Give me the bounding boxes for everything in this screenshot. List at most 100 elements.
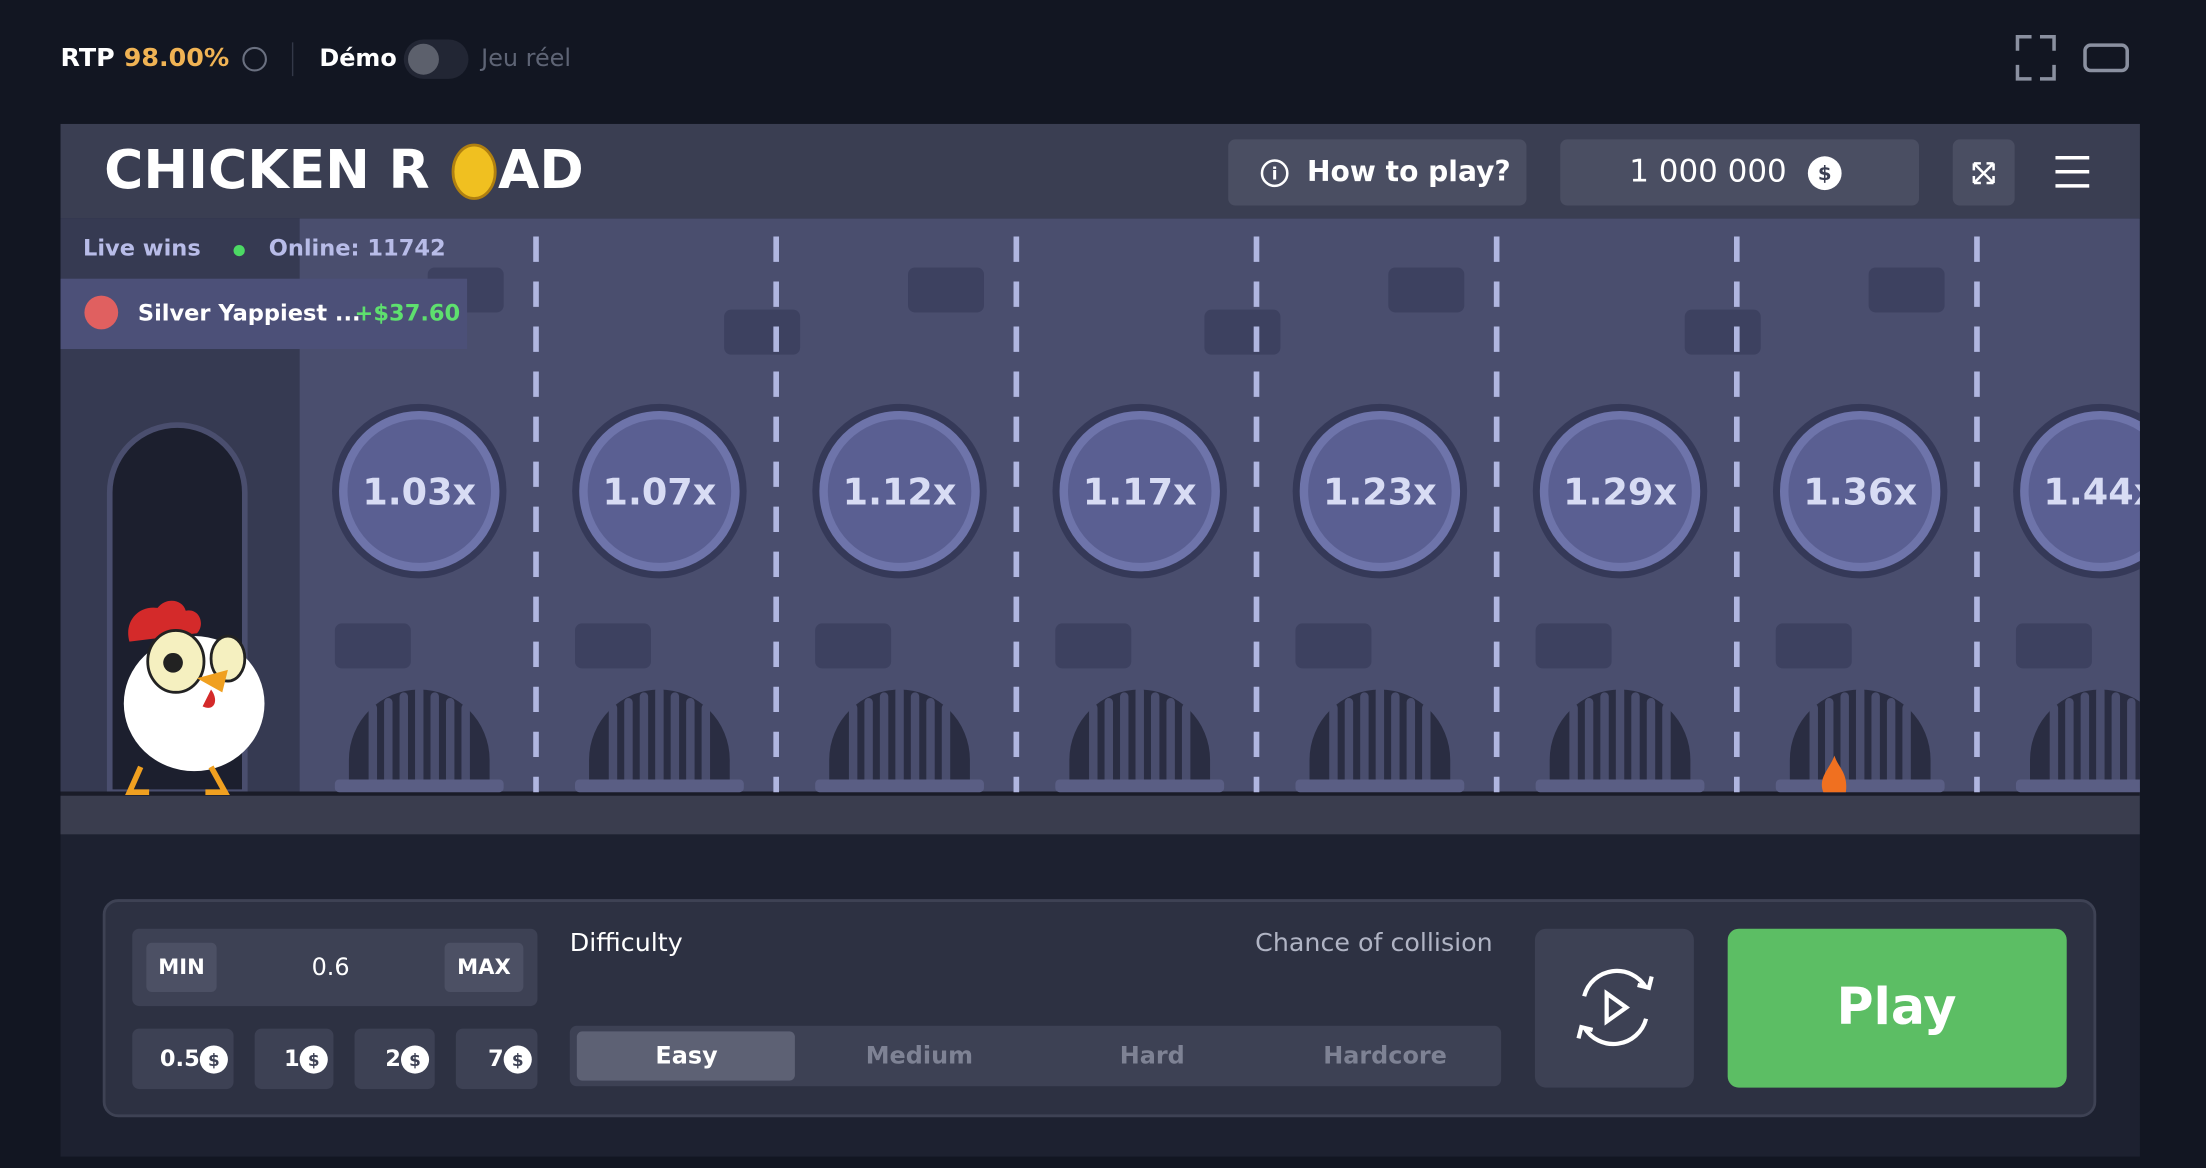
multiplier-coin[interactable] xyxy=(1539,410,1701,572)
chip-amount: 7 xyxy=(488,1046,504,1072)
live-label: Live wins xyxy=(83,236,201,262)
fullscreen-icon[interactable] xyxy=(2015,34,2056,81)
win-amount: +$37.60 xyxy=(355,300,461,326)
chip-currency-badge xyxy=(199,1045,228,1074)
win-row xyxy=(60,278,468,350)
rtp-value: 98.00% xyxy=(124,42,229,72)
grate-bar xyxy=(1809,703,1818,786)
avatar xyxy=(84,295,119,330)
grate-bar xyxy=(1840,692,1849,786)
menu-icon[interactable] xyxy=(2055,155,2090,188)
how-to-play: How to play? xyxy=(1307,155,1511,188)
toggle-knob xyxy=(407,43,439,75)
multiplier-coin[interactable] xyxy=(819,410,980,572)
chip-currency: $ xyxy=(409,1050,421,1070)
multiplier-coin[interactable] xyxy=(1059,410,1220,572)
brick xyxy=(1388,267,1465,313)
chicken xyxy=(123,600,265,796)
manhole-base xyxy=(574,779,744,793)
brick xyxy=(1204,309,1281,355)
help-icon[interactable] xyxy=(242,46,267,72)
grate-bar xyxy=(1646,697,1656,786)
chip-button[interactable] xyxy=(354,1028,435,1090)
difficulty-level: Hardcore xyxy=(1323,1042,1447,1070)
grate-bar xyxy=(1375,686,1385,786)
grate-bar xyxy=(608,703,618,786)
bet-input[interactable] xyxy=(132,928,538,1007)
chip-button[interactable] xyxy=(254,1028,334,1090)
chip-currency-badge xyxy=(299,1045,328,1074)
grate-bar xyxy=(879,692,889,786)
chip-button[interactable] xyxy=(132,1028,234,1090)
min-button[interactable] xyxy=(146,942,217,992)
grate-bar xyxy=(941,703,951,786)
grate-bar xyxy=(895,686,904,786)
road: 1.03x 1.07x 1.12x 1.17x 1.23x 1.29x 1.36x 1.44x xyxy=(60,218,2176,835)
grate-bar xyxy=(1406,697,1416,786)
grate-bar xyxy=(864,697,873,786)
play-label: Play xyxy=(1836,977,1956,1036)
grate-bar xyxy=(1391,692,1400,786)
play-button[interactable] xyxy=(1727,928,2067,1088)
brick xyxy=(2015,623,2092,669)
brick xyxy=(724,309,801,355)
brick xyxy=(1535,623,1612,669)
grate-bar xyxy=(1120,692,1129,786)
brick xyxy=(1684,309,1761,355)
autoplay-icon xyxy=(1576,968,1654,1047)
info-glyph: i xyxy=(1272,164,1278,184)
grate-bar xyxy=(415,686,424,786)
chip-currency-badge xyxy=(400,1045,430,1074)
grate-bar xyxy=(2065,697,2074,786)
brick xyxy=(1868,267,1945,313)
theater-icon[interactable] xyxy=(2083,43,2129,73)
multiplier-coin[interactable] xyxy=(1299,410,1461,572)
grate-bar xyxy=(384,697,393,786)
brick xyxy=(1295,623,1372,669)
chip-button[interactable] xyxy=(455,1028,538,1090)
grate-bar xyxy=(1135,686,1144,786)
multiplier-coin[interactable] xyxy=(579,410,740,572)
manhole-base xyxy=(1775,779,1945,793)
logo-egg xyxy=(451,143,497,200)
manhole-base xyxy=(1055,779,1225,793)
demo-label: Démo xyxy=(319,44,396,72)
grate-bar xyxy=(910,692,920,786)
grate-bar xyxy=(1344,697,1354,786)
online-count: Online: 11742 xyxy=(269,236,446,262)
chip-currency: $ xyxy=(308,1050,320,1070)
multiplier-coin[interactable] xyxy=(2020,410,2176,572)
grate-bar xyxy=(1855,686,1865,786)
difficulty-selector xyxy=(569,1025,1502,1087)
grate-bar xyxy=(1600,692,1609,786)
grate-bar xyxy=(2127,697,2136,786)
rtp-label: RTP xyxy=(60,42,114,72)
multiplier: 1.12x xyxy=(843,470,957,513)
manhole-base xyxy=(2015,779,2140,793)
multiplier: 1.03x xyxy=(362,470,476,513)
brick xyxy=(334,623,411,669)
multiplier-coin[interactable] xyxy=(339,410,500,572)
difficulty-label: Difficulty xyxy=(570,927,683,957)
multiplier-coin[interactable] xyxy=(1779,410,1941,572)
max-button[interactable] xyxy=(444,942,524,992)
difficulty-level: Hard xyxy=(1120,1042,1185,1070)
grate-bar xyxy=(1166,697,1175,786)
balance: 1 000 000 xyxy=(1629,154,1786,190)
grate-bar xyxy=(1181,703,1191,786)
grate-bar xyxy=(1089,703,1098,786)
logo: AD xyxy=(498,138,584,201)
difficulty-level: Easy xyxy=(655,1042,718,1070)
expand-icon xyxy=(1972,162,1995,185)
grate-bar xyxy=(2080,692,2090,786)
grate-bar xyxy=(1150,692,1160,786)
multiplier: 1.17x xyxy=(1083,470,1197,513)
how-to-play-button[interactable] xyxy=(1228,139,1527,206)
fire xyxy=(1821,755,1847,793)
autoplay-button[interactable] xyxy=(1534,928,1694,1088)
grate-bar xyxy=(2049,703,2059,786)
difficulty-level: Medium xyxy=(866,1042,973,1070)
grate-bar xyxy=(701,703,711,786)
grate-bar xyxy=(1329,703,1338,786)
